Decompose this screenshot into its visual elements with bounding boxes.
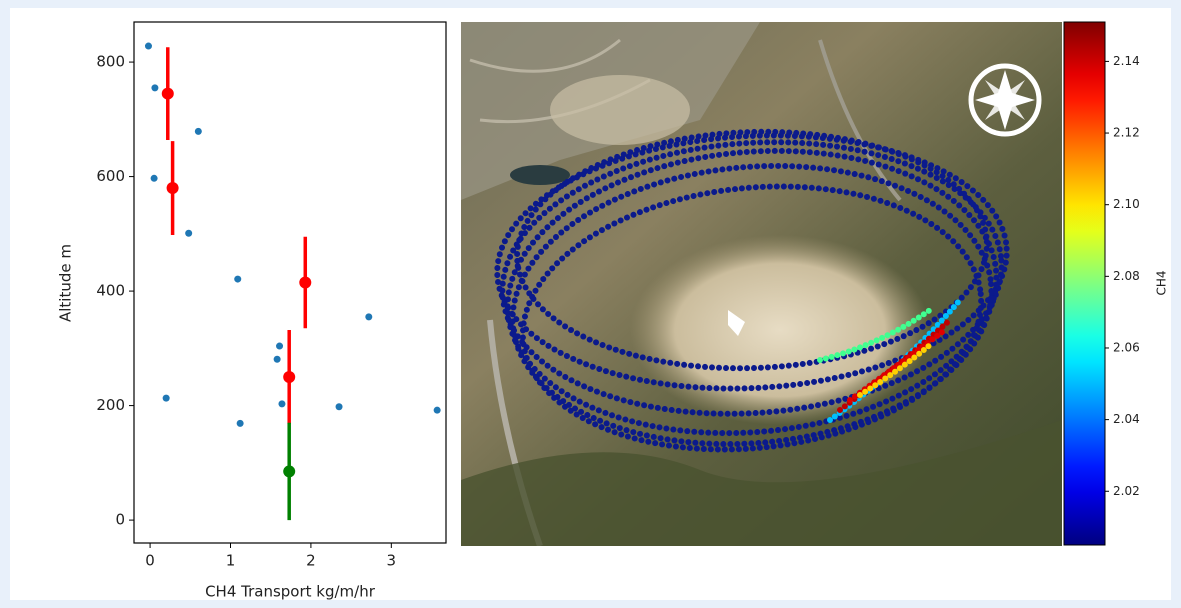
y-tick-label: 600 — [96, 167, 125, 185]
mean-point — [299, 277, 311, 289]
satellite-image — [461, 22, 1062, 546]
data-point — [276, 343, 283, 350]
colorbar-tick-label: 2.12 — [1113, 126, 1140, 140]
mean-point — [283, 371, 295, 383]
data-point — [151, 175, 158, 182]
colorbar-tick-label: 2.06 — [1113, 340, 1140, 354]
data-point — [151, 84, 158, 91]
data-point — [195, 128, 202, 135]
figure: CH4 Transport kg/m/hr Altitude m CH4 0 1 2… — [0, 0, 1181, 608]
data-point — [234, 276, 241, 283]
data-point — [336, 403, 343, 410]
x-tick-label: 0 — [145, 552, 155, 570]
data-point — [163, 395, 170, 402]
mean-point — [167, 182, 179, 194]
x-tick-label: 3 — [387, 552, 397, 570]
y-axis-label: Altitude m — [57, 244, 75, 322]
y-tick-label: 800 — [96, 53, 125, 71]
colorbar-label: CH4 — [1155, 270, 1169, 295]
y-tick-label: 200 — [96, 396, 125, 414]
chart: CH4 Transport kg/m/hr Altitude m CH4 0 1 2… — [0, 0, 1181, 608]
data-point — [278, 400, 285, 407]
colorbar-tick-label: 2.04 — [1113, 412, 1140, 426]
mean-point — [162, 88, 174, 100]
x-tick-label: 2 — [306, 552, 316, 570]
colorbar — [1064, 22, 1105, 545]
colorbar-tick-label: 2.14 — [1113, 54, 1140, 68]
x-tick-label: 1 — [226, 552, 236, 570]
mean-point — [283, 465, 295, 477]
colorbar-tick-label: 2.10 — [1113, 197, 1140, 211]
y-tick-label: 400 — [96, 282, 125, 300]
data-point — [237, 420, 244, 427]
y-tick-label: 0 — [115, 511, 125, 529]
data-point — [365, 313, 372, 320]
colorbar-tick-label: 2.08 — [1113, 269, 1140, 283]
data-point — [274, 356, 281, 363]
data-point — [434, 407, 441, 414]
data-point — [185, 230, 192, 237]
colorbar-tick-label: 2.02 — [1113, 484, 1140, 498]
data-point — [145, 43, 152, 50]
x-axis-label: CH4 Transport kg/m/hr — [205, 583, 376, 601]
